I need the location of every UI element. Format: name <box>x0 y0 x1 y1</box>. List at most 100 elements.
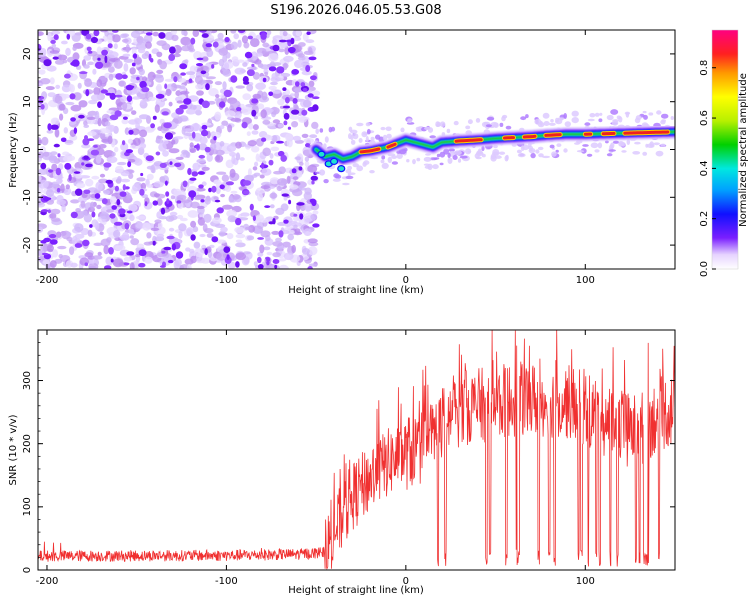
ridge-scatter <box>361 131 368 138</box>
noise-blob <box>268 53 279 62</box>
noise-blob <box>220 193 226 198</box>
noise-blob-strong <box>283 219 289 224</box>
noise-blob <box>255 34 262 40</box>
noise-blob <box>161 140 169 145</box>
noise-blob <box>132 183 141 192</box>
noise-blob <box>176 194 187 201</box>
noise-blob-strong <box>285 96 290 104</box>
noise-blob <box>122 38 129 43</box>
noise-blob-strong <box>257 237 264 240</box>
ridge-scatter <box>498 151 506 155</box>
noise-blob-strong <box>83 189 91 195</box>
snr-y-axis-label: SNR (10 * v/v) <box>8 414 19 485</box>
noise-blob-strong <box>64 73 71 79</box>
noise-blob-strong <box>40 104 45 110</box>
noise-blob-strong <box>198 30 207 33</box>
noise-blob-strong <box>131 62 136 67</box>
noise-blob <box>122 101 128 111</box>
noise-blob-strong <box>197 171 205 175</box>
noise-blob <box>282 241 291 248</box>
noise-blob <box>189 148 197 153</box>
noise-blob-strong <box>272 44 280 52</box>
noise-blob-strong <box>278 230 284 238</box>
noise-blob <box>222 69 232 77</box>
noise-blob-strong <box>180 72 186 76</box>
noise-blob <box>114 59 123 69</box>
noise-blob <box>99 212 109 220</box>
noise-blob-strong <box>83 155 89 160</box>
noise-blob <box>95 155 102 164</box>
noise-blob <box>245 226 252 230</box>
noise-blob <box>113 230 121 238</box>
noise-blob <box>69 246 75 256</box>
ridge-scatter <box>481 153 486 158</box>
noise-blob <box>169 211 178 216</box>
ridge-scatter <box>537 146 544 151</box>
noise-blob <box>168 227 175 232</box>
noise-blob <box>61 204 66 212</box>
noise-blob <box>222 81 227 90</box>
ridge-scatter <box>550 119 554 123</box>
snr-frame <box>37 329 676 571</box>
noise-blob <box>185 71 196 75</box>
noise-blob <box>114 245 126 251</box>
noise-blob <box>106 156 118 164</box>
noise-blob <box>155 75 164 83</box>
noise-blob <box>93 242 103 246</box>
noise-blob <box>130 30 141 39</box>
ridge-scatter <box>660 143 666 147</box>
noise-blob-strong <box>225 181 234 186</box>
noise-blob <box>181 127 186 135</box>
noise-blob <box>150 227 160 231</box>
noise-blob <box>47 248 54 253</box>
noise-blob <box>298 42 306 47</box>
noise-blob <box>135 253 141 258</box>
noise-blob-strong <box>302 87 308 92</box>
ridge-scatter <box>582 144 589 147</box>
noise-blob-strong <box>60 137 67 143</box>
ridge-scatter <box>504 155 509 162</box>
noise-blob-strong <box>238 30 246 34</box>
noise-blob <box>302 99 312 108</box>
noise-blob <box>108 66 115 73</box>
noise-blob <box>75 208 81 213</box>
noise-blob <box>96 204 102 210</box>
noise-blob-strong <box>201 129 209 137</box>
noise-blob <box>120 178 131 183</box>
noise-blob-strong <box>88 50 93 54</box>
ridge-scatter <box>499 122 504 127</box>
noise-blob <box>197 217 206 226</box>
noise-blob <box>154 236 165 242</box>
noise-blob <box>278 48 285 53</box>
noise-blob <box>120 170 130 177</box>
ridge-scatter <box>557 117 565 120</box>
noise-blob-strong <box>204 248 208 256</box>
noise-blob <box>178 230 183 239</box>
noise-blob-strong <box>211 236 219 243</box>
noise-blob <box>66 155 76 161</box>
noise-blob <box>272 119 281 124</box>
noise-blob-strong <box>261 162 265 170</box>
ridge-scatter <box>332 178 341 182</box>
noise-blob-strong <box>97 57 101 61</box>
noise-blob-strong <box>159 265 166 268</box>
noise-blob-strong <box>276 66 285 74</box>
noise-blob <box>117 161 127 166</box>
noise-blob <box>90 94 102 102</box>
ridge-scatter <box>538 153 544 158</box>
snr-x-tick-label-0: -200 <box>36 576 59 587</box>
ridge-scatter <box>454 150 462 156</box>
noise-blob <box>283 196 288 201</box>
spec-x-tick-label-0: -200 <box>36 275 59 286</box>
ridge-scatter <box>551 151 557 157</box>
noise-blob-strong <box>211 185 217 193</box>
ridge-scatter <box>486 116 495 121</box>
ridge-scatter <box>323 179 329 184</box>
colorbar-frame <box>711 29 739 270</box>
noise-blob-strong <box>268 66 277 72</box>
noise-blob <box>250 38 260 48</box>
noise-blob <box>303 228 312 237</box>
ridge-scatter <box>605 140 609 144</box>
noise-blob <box>54 59 65 65</box>
noise-blob <box>312 210 319 215</box>
